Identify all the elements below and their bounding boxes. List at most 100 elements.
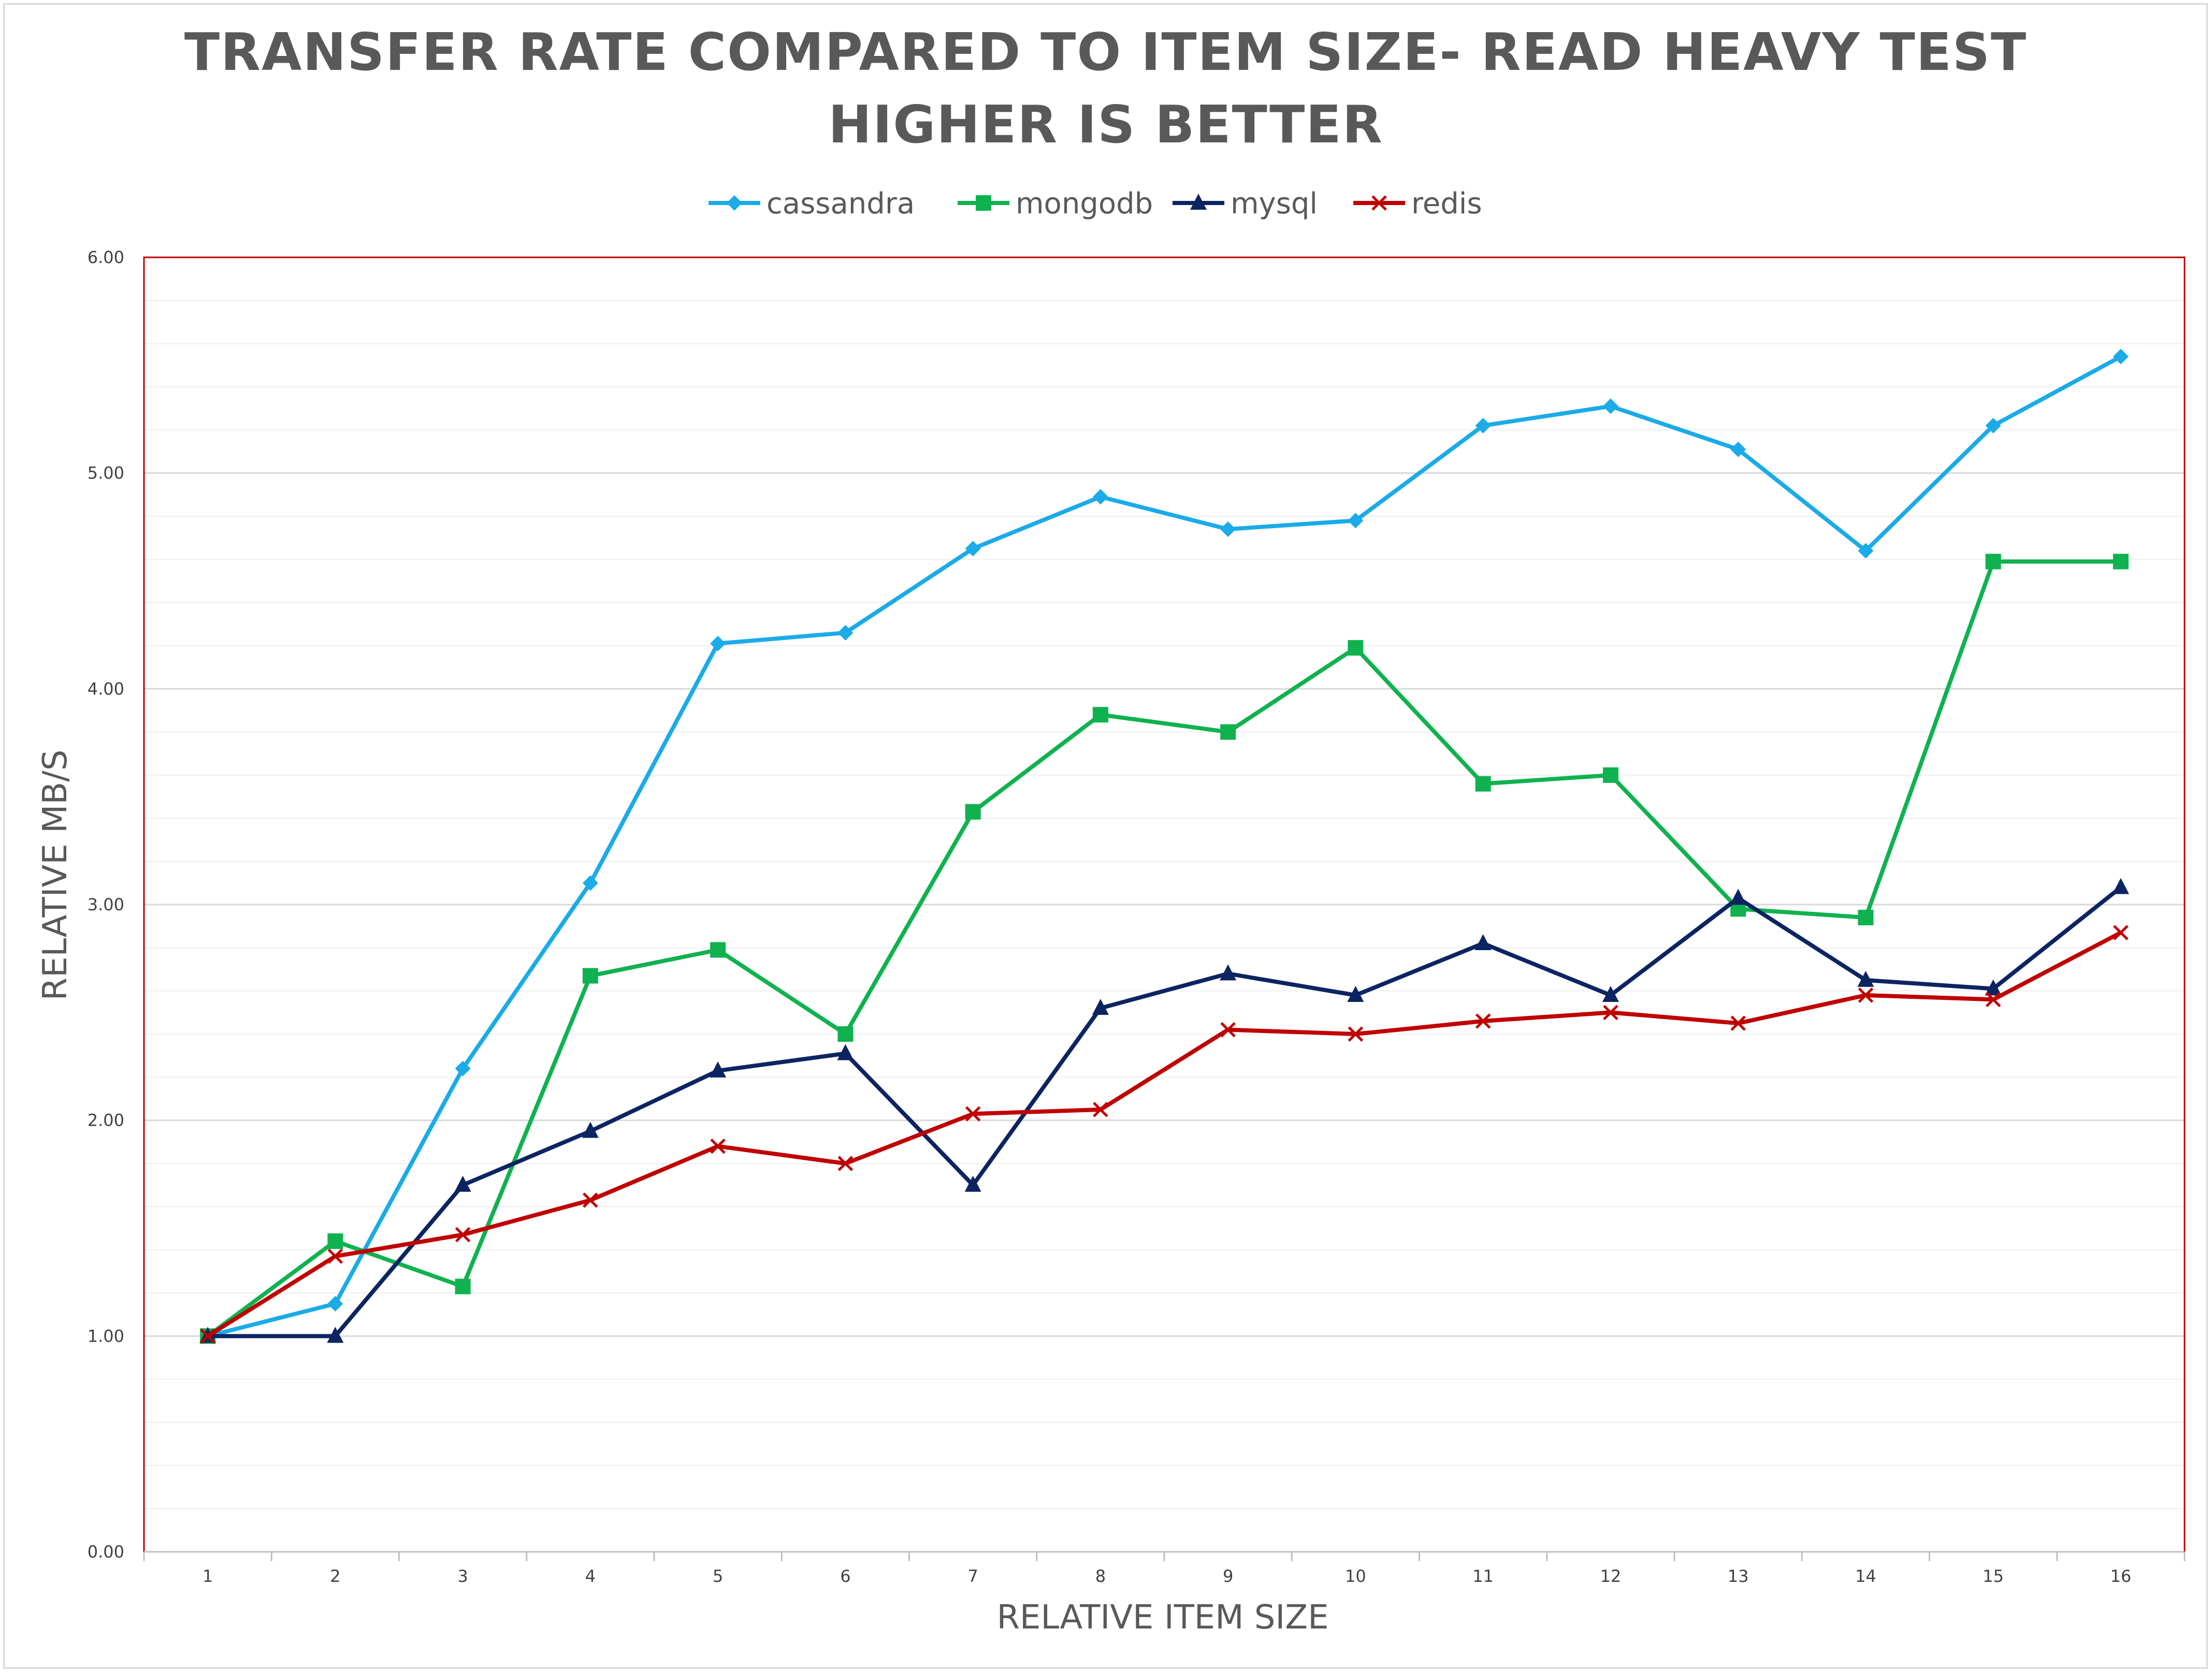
x-tick-label: 7 (967, 1566, 978, 1586)
series-line-mongodb (206, 559, 2123, 1339)
data-point-mongodb (1475, 776, 1491, 792)
data-point-mongodb (710, 942, 726, 958)
x-tick-label: 10 (1345, 1566, 1366, 1586)
y-axis-title: RELATIVE MB/S (36, 750, 75, 1001)
legend-marker (1190, 194, 1207, 210)
data-point-redis (837, 1156, 854, 1171)
legend-item-mysql: mysql (1173, 187, 1318, 221)
x-tick-label: 13 (1728, 1566, 1749, 1586)
data-point-mongodb (965, 804, 981, 820)
series-mongodb (200, 554, 2129, 1344)
x-axis-title: RELATIVE ITEM SIZE (996, 1598, 1328, 1637)
data-point-cassandra (965, 541, 981, 557)
data-point-mongodb (582, 968, 598, 984)
data-point-mongodb (837, 1026, 854, 1042)
data-point-mysql (1730, 889, 1747, 905)
chart-frame (3, 3, 2208, 1669)
data-point-mysql (2112, 878, 2129, 894)
legend-label: cassandra (767, 187, 915, 221)
data-point-redis (2113, 925, 2129, 940)
data-point-redis (710, 1138, 726, 1154)
y-tick-label: 5.00 (88, 463, 124, 483)
x-tick-label: 16 (2110, 1566, 2132, 1586)
data-point-mysql (964, 1175, 981, 1192)
data-point-mysql (1220, 964, 1237, 981)
x-tick-label: 14 (1855, 1566, 1876, 1586)
data-point-mongodb (455, 1278, 471, 1294)
data-point-redis (1603, 1005, 1618, 1021)
data-point-mysql (710, 1061, 727, 1078)
data-point-mysql (582, 1122, 599, 1138)
data-point-redis (1858, 987, 1874, 1003)
data-point-mysql (1474, 934, 1492, 950)
data-point-cassandra (1092, 489, 1108, 505)
data-point-redis (1475, 1013, 1491, 1029)
data-point-redis (327, 1248, 343, 1264)
x-axis (143, 1551, 2186, 1561)
x-tick-label: 2 (330, 1566, 340, 1586)
data-point-mysql (327, 1327, 344, 1343)
series-cassandra (200, 348, 2129, 1344)
x-tick-label: 12 (1600, 1566, 1622, 1586)
y-tick-label: 0.00 (88, 1542, 124, 1562)
y-tick-label: 4.00 (88, 679, 124, 699)
y-axis-ticks: 0.00 1.00 2.00 3.00 4.00 5.00 6.00 (88, 248, 124, 1562)
data-point-mongodb (327, 1233, 343, 1249)
data-point-mysql (454, 1175, 471, 1192)
x-tick-label: 4 (585, 1566, 596, 1586)
major-gridlines (144, 472, 2185, 1337)
legend-marker (727, 195, 742, 211)
chart-title: TRANSFER RATE COMPARED TO ITEM SIZE- REA… (184, 22, 2027, 82)
x-tick-label: 5 (713, 1566, 723, 1586)
y-tick-label: 3.00 (88, 895, 124, 914)
series-mysql (199, 878, 2129, 1343)
data-point-cassandra (2113, 348, 2129, 365)
data-point-mysql (837, 1044, 854, 1060)
series-line-cassandra (206, 354, 2123, 1339)
data-point-cassandra (1220, 521, 1236, 537)
data-point-cassandra (1348, 513, 1364, 529)
x-tick-label: 1 (203, 1566, 213, 1586)
x-tick-label: 15 (1983, 1566, 2004, 1586)
x-tick-label: 3 (457, 1566, 468, 1586)
data-point-mysql (1092, 999, 1109, 1015)
data-point-cassandra (1985, 418, 2001, 433)
data-point-mongodb (1092, 707, 1108, 723)
data-point-cassandra (582, 875, 598, 891)
data-point-mysql (1347, 986, 1364, 1002)
x-tick-label: 9 (1223, 1566, 1233, 1586)
data-point-mysql (1602, 986, 1619, 1002)
x-axis-ticks: 1 2 3 4 5 6 7 8 9 10 11 12 13 14 15 16 (203, 1566, 2131, 1586)
data-point-redis (583, 1192, 598, 1208)
data-point-cassandra (1858, 543, 1874, 559)
y-tick-label: 1.00 (88, 1326, 124, 1346)
data-point-redis (965, 1106, 981, 1122)
data-point-redis (1985, 992, 2001, 1008)
data-point-cassandra (710, 635, 726, 651)
chart-subtitle: HIGHER IS BETTER (828, 94, 1383, 155)
y-tick-label: 2.00 (88, 1111, 124, 1130)
data-point-mysql (1985, 979, 2002, 996)
series-line-redis (206, 930, 2123, 1339)
data-point-mongodb (2113, 554, 2129, 570)
data-point-mongodb (1220, 724, 1236, 740)
legend-label: mysql (1231, 187, 1318, 221)
data-point-redis (1348, 1026, 1364, 1042)
legend-label: redis (1411, 187, 1482, 221)
legend-item-cassandra: cassandra (709, 187, 915, 221)
data-point-cassandra (455, 1060, 471, 1076)
legend: cassandra mongodb mysql redis (709, 187, 1482, 221)
series-line-mysql (206, 885, 2123, 1339)
x-tick-label: 11 (1472, 1566, 1494, 1586)
legend-marker (976, 195, 991, 211)
legend-label: mongodb (1016, 187, 1153, 221)
data-point-cassandra (1475, 418, 1491, 433)
data-point-redis (1730, 1015, 1746, 1031)
x-tick-label: 6 (840, 1566, 850, 1586)
data-point-cassandra (327, 1296, 343, 1312)
data-point-mongodb (1348, 640, 1364, 656)
data-point-redis (1220, 1022, 1236, 1038)
legend-item-redis: redis (1353, 187, 1482, 221)
data-point-mongodb (1858, 910, 1874, 925)
data-point-redis (1093, 1102, 1108, 1117)
